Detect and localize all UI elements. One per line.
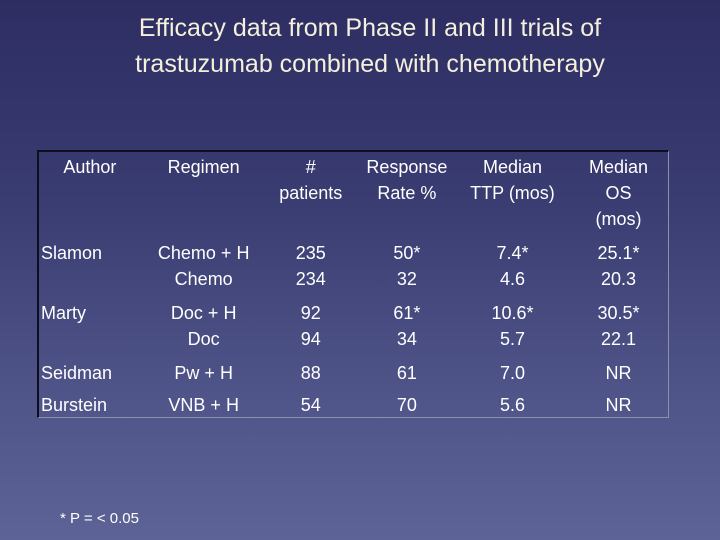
cell-regimen: VNB + H [168,395,239,415]
table-row: Marty Doc + H Doc 92 94 61* 34 10.6* 5.7 [37,292,669,352]
cell-ttp: 7.4* 4.6 [457,232,568,292]
cell-regimen-line: Chemo [174,269,233,289]
cell-patients: 54 [300,395,321,415]
cell-patients: 235 234 [265,232,357,292]
header-response: Response Rate % [357,150,457,232]
cell-os-line: 22.1 [601,329,637,349]
cell-author: Seidman [41,363,113,383]
cell-ttp-line: 7.4* [496,243,529,263]
cell-author: Marty [41,303,86,323]
cell-author: Burstein [41,395,108,415]
cell-regimen: Chemo + H Chemo [143,232,265,292]
header-os-line-3: (mos) [595,209,642,229]
cell-ttp-line: 10.6* [491,303,534,323]
slide-title-line-1: Efficacy data from Phase II and III tria… [138,14,602,42]
table-row: Slamon Chemo + H Chemo 235 234 50* 32 7.… [37,232,669,292]
cell-regimen: Pw + H [174,363,233,383]
header-regimen-line: Regimen [167,157,240,177]
header-patients: # patients [265,150,357,232]
cell-patients-line: 234 [295,269,326,289]
header-author: Author [37,150,143,232]
header-os: Median OS (mos) [568,150,669,232]
cell-regimen: Doc + H Doc [143,292,265,352]
slide-title-line-2: trastuzumab combined with chemotherapy [135,50,605,78]
cell-response-line: 32 [396,269,417,289]
table-header-row: Author Regimen # patients Response Rate … [37,150,669,232]
cell-ttp-line: 5.7 [499,329,525,349]
cell-author: Slamon [41,243,103,263]
cell-ttp: 7.0 [499,363,525,383]
table-row: Burstein VNB + H 54 70 5.6 NR [37,386,669,418]
cell-os: NR [605,363,632,383]
header-ttp-line-2: TTP (mos) [470,183,555,203]
table-row: Seidman Pw + H 88 61 7.0 NR [37,352,669,386]
cell-patients: 92 94 [265,292,357,352]
header-response-line-1: Response [366,157,448,177]
cell-response: 70 [396,395,417,415]
cell-regimen-line: Chemo + H [157,243,250,263]
header-response-line-2: Rate % [377,183,437,203]
cell-patients-line: 92 [300,303,321,323]
slide-title: Efficacy data from Phase II and III tria… [80,10,660,82]
cell-ttp: 10.6* 5.7 [457,292,568,352]
cell-os-line: 20.3 [601,269,637,289]
cell-regimen-line: Doc [187,329,220,349]
cell-ttp-line: 4.6 [499,269,525,289]
cell-ttp: 5.6 [499,395,525,415]
header-regimen: Regimen [143,150,265,232]
cell-response: 50* 32 [357,232,457,292]
cell-patients-line: 94 [300,329,321,349]
cell-os: 25.1* 20.3 [568,232,669,292]
cell-patients-line: 235 [295,243,326,263]
cell-os: 30.5* 22.1 [568,292,669,352]
header-patients-line-2: patients [279,183,343,203]
cell-response-line: 50* [393,243,421,263]
footnote: * P = < 0.05 [60,510,139,527]
header-os-line-1: Median [589,157,649,177]
cell-os: NR [605,395,632,415]
header-ttp-line-1: Median [482,157,542,177]
cell-response-line: 61* [393,303,421,323]
cell-response-line: 34 [396,329,417,349]
header-ttp: Median TTP (mos) [457,150,568,232]
cell-os-line: 25.1* [597,243,640,263]
efficacy-table-container: Author Regimen # patients Response Rate … [37,150,669,418]
cell-os-line: 30.5* [597,303,640,323]
cell-patients: 88 [300,363,321,383]
cell-regimen-line: Doc + H [170,303,237,323]
efficacy-table: Author Regimen # patients Response Rate … [37,150,669,418]
header-patients-line-1: # [305,157,316,177]
cell-response: 61* 34 [357,292,457,352]
header-os-line-2: OS [605,183,632,203]
header-author-line: Author [63,157,117,177]
cell-response: 61 [396,363,417,383]
